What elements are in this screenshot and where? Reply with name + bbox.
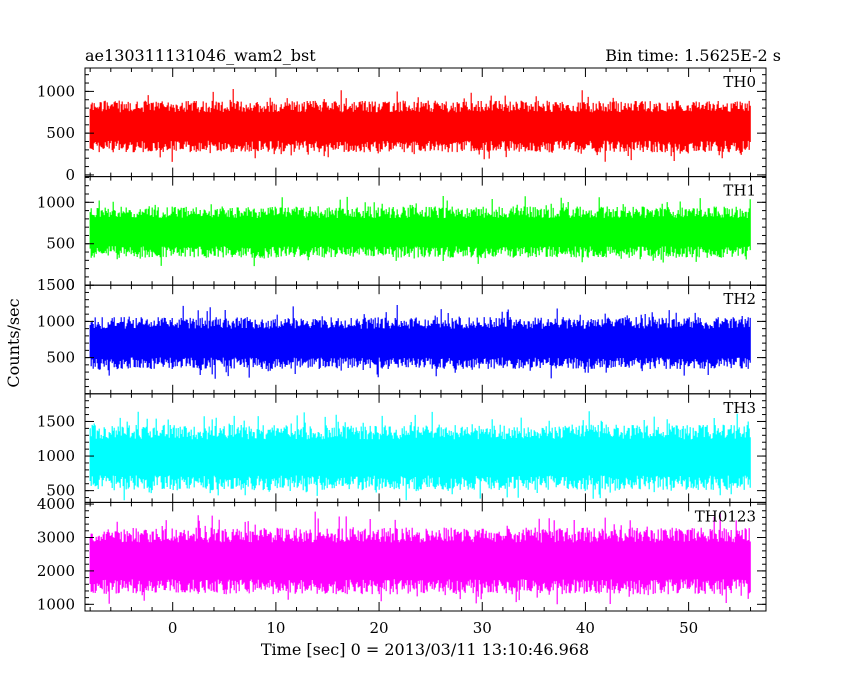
x-axis: 0 10 20 30 40 50 bbox=[168, 619, 698, 637]
y-tick-label: 4000 bbox=[37, 495, 75, 513]
y-tick-label: 1000 bbox=[37, 447, 75, 465]
bin-time-label: Bin time: 1.5625E-2 s bbox=[605, 46, 781, 65]
y-tick-label: 500 bbox=[46, 235, 75, 253]
panel-frame bbox=[84, 501, 767, 612]
y-tick-label: 1500 bbox=[37, 276, 75, 294]
y-tick-label: 1500 bbox=[37, 412, 75, 430]
x-tick-label: 20 bbox=[370, 619, 389, 637]
chart-title: ae130311131046_wam2_bst bbox=[85, 46, 316, 65]
panel-th2: 500 1000 1500 TH2 bbox=[37, 276, 767, 395]
series-th1 bbox=[89, 196, 751, 267]
y-tick-label: 2000 bbox=[37, 562, 75, 580]
x-axis-label: Time [sec] 0 = 2013/03/11 13:10:46.968 bbox=[261, 640, 589, 659]
y-tick-label: 0 bbox=[65, 166, 75, 184]
x-tick-label: 30 bbox=[473, 619, 492, 637]
series-th2 bbox=[89, 305, 751, 379]
x-tick-label: 10 bbox=[266, 619, 285, 637]
y-tick-label: 1000 bbox=[37, 193, 75, 211]
series-th0 bbox=[89, 89, 751, 162]
y-axis-label: Counts/sec bbox=[4, 298, 23, 387]
y-tick-label: 1000 bbox=[37, 82, 75, 100]
panel-th1: 0 500 1000 TH1 bbox=[37, 176, 767, 294]
x-tick-label: 50 bbox=[679, 619, 698, 637]
panel-label-th1: TH1 bbox=[723, 182, 756, 200]
panel-th3: 500 1000 1500 TH3 bbox=[37, 393, 767, 503]
panel-label-th0123: TH0123 bbox=[695, 507, 756, 525]
y-tick-label: 1000 bbox=[37, 312, 75, 330]
x-tick-label: 40 bbox=[576, 619, 595, 637]
y-tick-label: 3000 bbox=[37, 528, 75, 546]
y-tick-label: 500 bbox=[46, 124, 75, 142]
panel-label-th2: TH2 bbox=[723, 290, 756, 308]
y-tick-label: 500 bbox=[46, 482, 75, 500]
panel-th0123: 1000 2000 3000 4000 TH0123 bbox=[37, 495, 767, 613]
y-tick-label: 500 bbox=[46, 349, 75, 367]
panel-th0: 0 500 1000 TH0 bbox=[37, 67, 767, 184]
series-th3 bbox=[89, 411, 751, 501]
panel-label-th3: TH3 bbox=[723, 399, 756, 417]
panel-stack: 05001000TH005001000TH150010001500TH25001… bbox=[37, 67, 767, 613]
series-th0123 bbox=[89, 511, 751, 605]
x-tick-label: 0 bbox=[168, 619, 178, 637]
y-tick-label: 1000 bbox=[37, 595, 75, 613]
panel-label-th0: TH0 bbox=[723, 73, 756, 91]
y-tick-label: 0 bbox=[65, 276, 75, 294]
